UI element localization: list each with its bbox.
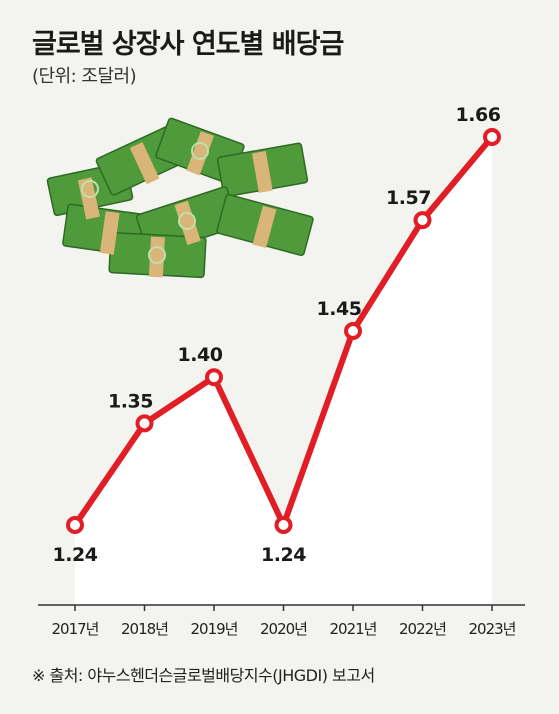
x-tick-label: 2022년 [399,620,446,638]
data-point [135,414,154,433]
data-point [344,322,362,340]
area-fill [75,137,492,605]
data-label: 1.35 [108,390,153,412]
x-tick-label: 2017년 [52,620,99,638]
data-label: 1.24 [261,544,306,566]
data-label: 1.24 [53,544,98,566]
data-point [66,516,84,534]
x-tick-label: 2020년 [260,620,307,638]
data-label: 1.57 [386,187,431,209]
money-illustration [46,117,314,279]
data-point [413,211,432,230]
x-tick-label: 2021년 [330,620,377,638]
data-point [274,516,293,534]
x-tick-label: 2023년 [469,620,516,638]
x-tick-label: 2019년 [191,620,238,638]
x-tick-label: 2018년 [121,620,168,638]
source-note: ※ 출처: 야누스헨더슨글로벌배당지수(JHGDI) 보고서 [32,666,375,685]
chart-title: 글로벌 상장사 연도별 배당금 [32,29,344,60]
data-label: 1.40 [178,344,223,366]
data-point [205,368,223,387]
data-label: 1.66 [456,104,501,126]
data-point [483,128,501,146]
unit-label: (단위: 조달러) [32,66,137,87]
data-label: 1.45 [317,298,362,320]
